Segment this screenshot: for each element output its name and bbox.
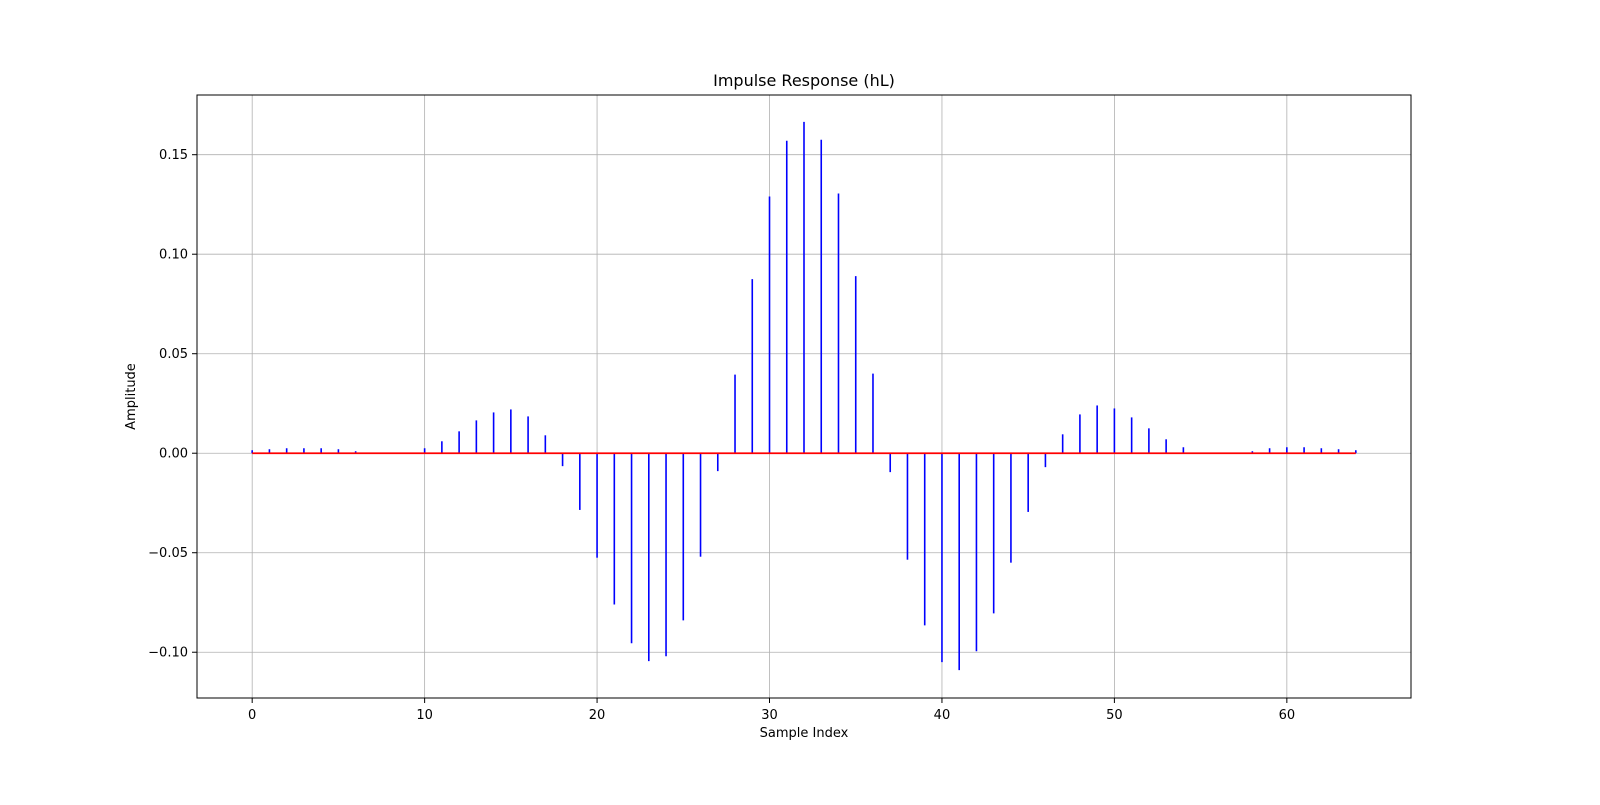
x-tick-label: 0 (248, 708, 256, 723)
x-tick-label: 50 (1106, 708, 1123, 723)
x-tick-label: 60 (1279, 708, 1296, 723)
y-tick-label: 0.10 (159, 248, 188, 263)
x-tick-label: 10 (416, 708, 433, 723)
y-tick-label: 0.00 (159, 447, 188, 462)
y-tick-label: 0.15 (159, 148, 188, 163)
tick-layer: 0 10 20 30 40 50 60 −0.10 −0.05 0.00 0.05 0.10 0.15 (148, 148, 1295, 723)
x-axis-label: Sample Index (760, 726, 849, 741)
stem-layer (251, 121, 1357, 671)
x-tick-label: 30 (761, 708, 778, 723)
y-tick-label: −0.05 (148, 546, 188, 561)
axes-frame (196, 94, 1412, 699)
x-tick-label: 40 (934, 708, 951, 723)
chart-title: Impulse Response (hL) (713, 71, 895, 90)
x-tick-label: 20 (589, 708, 606, 723)
y-axis-label: Amplitude (124, 363, 139, 430)
y-tick-label: 0.05 (159, 347, 188, 362)
y-tick-label: −0.10 (148, 646, 188, 661)
